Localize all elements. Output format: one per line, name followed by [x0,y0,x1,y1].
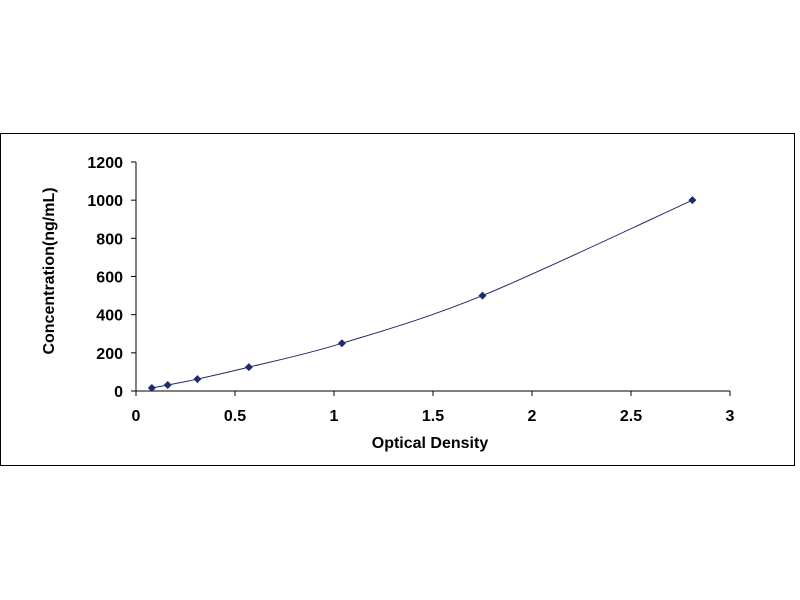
data-point [163,381,172,390]
data-point [147,384,156,393]
y-tick-label: 1000 [87,193,123,210]
x-tick-label: 0.5 [224,408,246,425]
data-point [244,363,253,372]
y-axis-title: Concentration(ng/mL) [41,187,58,354]
x-axis-title: Optical Density [372,435,489,452]
y-tick-label: 800 [96,231,123,248]
trend-curve [151,199,693,389]
data-point [193,375,202,384]
data-points [147,196,697,393]
x-tick-label: 2 [528,408,537,425]
y-tick-label: 0 [114,384,123,401]
x-tick-label: 1.5 [422,408,444,425]
x-tick-label: 1 [330,408,339,425]
x-tick-label: 2.5 [620,408,642,425]
y-tick-label: 600 [96,270,123,287]
tick-labels: 0 0.5 1 1.5 2 2.5 3 0 200 400 600 800 1000 1200 [87,155,734,425]
tick-marks [131,161,731,396]
y-tick-label: 200 [96,346,123,363]
y-tick-label: 400 [96,308,123,325]
data-point [478,291,487,300]
axes [135,162,730,392]
y-tick-label: 1200 [87,155,123,172]
chart-frame [0,133,795,466]
data-point [337,339,346,348]
x-tick-label: 3 [726,408,735,425]
x-tick-label: 0 [132,408,141,425]
data-point [688,196,697,205]
